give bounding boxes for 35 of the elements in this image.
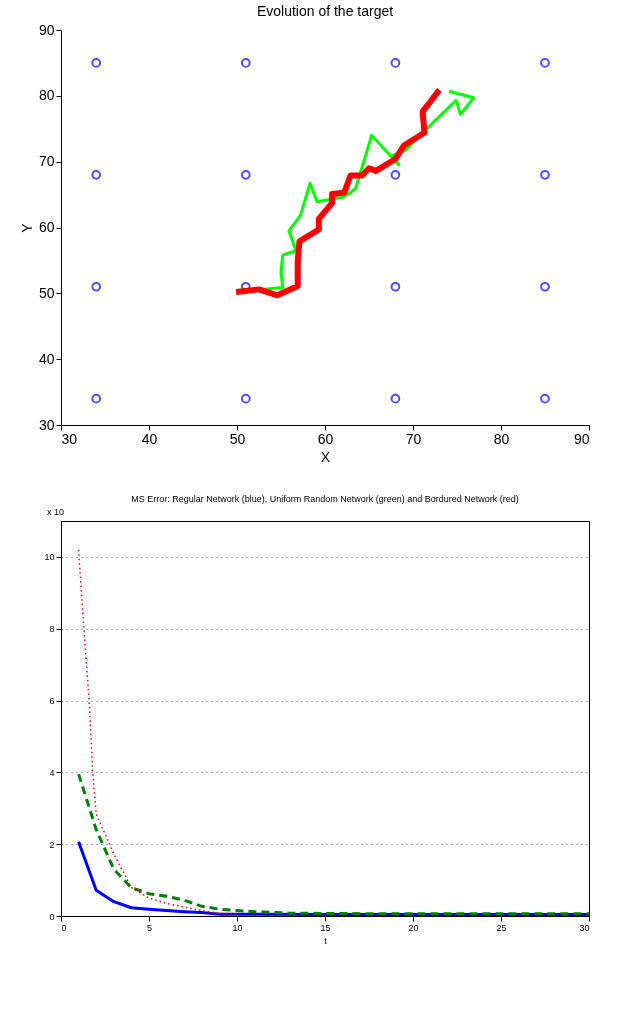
chart-title: MS Error: Regular Network (blue), Uniform Random Network (green) and Bordured Network (red) [131,494,519,504]
x-tick-label: 40 [141,430,158,447]
x-tick-label: 25 [496,922,507,933]
y-axis-title: Y [18,222,35,233]
y-tick-label: 70 [38,153,55,170]
x-tick-label: 30 [61,430,78,447]
x-tick-label: 30 [579,922,590,933]
x-tick-label: 5 [146,922,153,933]
x-tick-label: 15 [320,922,331,933]
y-tick-label: 90 [38,21,55,38]
y-tick-label: 6 [49,696,55,707]
x-tick-label: 20 [408,922,419,933]
x-tick-label: 0 [61,922,67,933]
line-series [77,772,591,916]
y-tick-label: 40 [38,350,55,367]
y-tick-label: 80 [38,87,55,104]
x-tick-label: 10 [232,922,243,933]
y-tick-label: 30 [38,416,55,433]
y-tick-label: 10 [44,552,55,563]
y-tick-label: 4 [49,767,55,778]
line-series [77,548,238,915]
y-tick-label: 8 [49,624,55,635]
chart-title: Evolution of the target [256,3,394,19]
x-tick-label: 60 [317,430,334,447]
text: x 10 [47,507,65,517]
y-tick-label: 60 [38,219,55,235]
y-tick-label: 0 [49,911,55,922]
x-tick-label: 70 [405,430,422,447]
x-tick-label: 50 [229,430,246,447]
x-tick-label: 90 [573,430,590,447]
x-tick-label: 80 [493,430,510,447]
x-axis-title: X [320,448,331,465]
y-tick-label: 50 [38,284,55,301]
y-tick-label: 2 [49,839,55,850]
x-axis-title: t [324,935,328,946]
